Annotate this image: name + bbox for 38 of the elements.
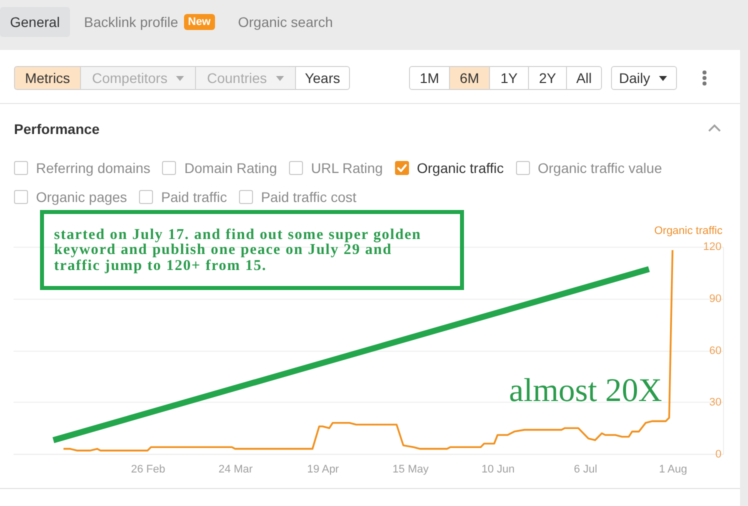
badge: New — [184, 14, 215, 30]
text: Organic pages — [36, 188, 128, 205]
annotation: started on July 17. and find out some super golden keyword and publish one peace on July 29 and traffic jump to 120+ from 15. — [54, 226, 422, 274]
dropdown-button: Countries — [195, 66, 296, 90]
x-tick-label: 19 Apr — [307, 464, 340, 476]
text: Backlink profile — [84, 13, 178, 32]
y-tick-label: 0 — [715, 448, 722, 460]
text: Referring domains — [36, 160, 150, 176]
x-tick-label: 10 Jun — [482, 464, 515, 476]
text: Organic search — [238, 13, 333, 32]
x-tick-label: 15 May — [392, 464, 430, 476]
dropdown-button: Competitors — [80, 66, 196, 90]
x-tick-label: 24 Mar — [218, 464, 254, 476]
y-tick-label: 30 — [709, 396, 722, 409]
button: 1Y — [489, 66, 529, 90]
y-tick-label: 120 — [703, 241, 722, 254]
button: 2Y — [528, 66, 567, 90]
legend-label: Organic traffic — [416, 160, 504, 176]
button: All — [566, 66, 602, 90]
text: Organic traffic value — [538, 160, 662, 176]
text: URL Rating — [311, 160, 383, 176]
button: Metrics — [14, 66, 81, 90]
y-axis-title: Organic traffic — [654, 225, 723, 238]
button: 6M — [449, 66, 490, 90]
y-tick-label: 90 — [709, 293, 722, 306]
x-tick-label: 1 Aug — [658, 464, 688, 476]
button: Years — [295, 66, 350, 90]
y-tick-label: 60 — [709, 344, 722, 357]
tab: General — [0, 7, 70, 37]
dropdown-button: Daily — [611, 66, 677, 90]
text: Domain Rating — [184, 160, 277, 176]
text: Paid traffic — [161, 188, 227, 205]
chart-title: Performance — [14, 120, 100, 138]
button: 1M — [409, 66, 450, 90]
annotation: almost 20X — [509, 373, 662, 409]
x-tick-label: 6 Jul — [574, 464, 598, 476]
text: Paid traffic cost — [260, 188, 356, 205]
x-tick-label: 26 Feb — [130, 464, 166, 476]
